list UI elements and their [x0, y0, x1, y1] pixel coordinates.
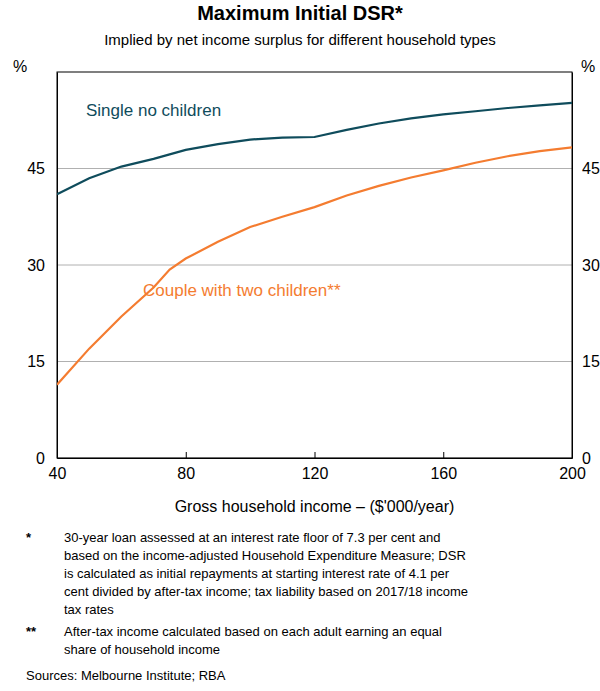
y-tick-label: 15 [582, 353, 600, 370]
y-tick: 15 [572, 353, 600, 370]
sources: Sources: Melbourne Institute; RBA [26, 668, 226, 683]
grid [57, 169, 572, 459]
y-axis-line-left [57, 73, 58, 459]
x-tick: 120 [302, 452, 329, 482]
x-tick-label: 40 [49, 465, 67, 482]
x-tick-mark [315, 452, 316, 458]
x-tick-mark [443, 452, 444, 458]
chart: Maximum Initial DSR* Implied by net incom… [0, 0, 600, 691]
subtitle: Implied by net income surplus for differ… [104, 31, 496, 48]
grid-line [57, 361, 572, 362]
y-tick: 45 [572, 160, 600, 177]
y-unit-left: % [13, 58, 27, 75]
y-tick: 0 [572, 450, 591, 467]
x-tick-label: 120 [302, 465, 329, 482]
y-tick: 30 [572, 257, 600, 274]
y-axis-line-right [572, 73, 573, 459]
y-tick-label: 45 [27, 160, 45, 177]
y-tick-label: 15 [27, 353, 45, 370]
x-axis-title: Gross household income – ($'000/year) [175, 498, 455, 515]
y-tick-label: 30 [27, 257, 45, 274]
x-tick: 80 [177, 452, 195, 482]
note-marker: ** [26, 624, 37, 639]
series-label: Couple with two children** [143, 281, 341, 300]
grid-line [57, 168, 572, 169]
series-line [57, 147, 572, 384]
x-axis-line [58, 458, 573, 459]
x-tick-label: 160 [430, 465, 457, 482]
series-label: Single no children [86, 101, 221, 120]
x-axis: 40 80 120 160 200 [49, 452, 586, 482]
x-tick: 160 [430, 452, 457, 482]
note-line: share of household income [64, 642, 220, 657]
y-unit-right: % [581, 58, 595, 75]
note-line: is calculated as initial repayments at s… [64, 566, 450, 581]
x-tick-label: 80 [177, 465, 195, 482]
x-tick-label: 200 [559, 465, 586, 482]
note-line: tax rates [64, 602, 114, 617]
plot-frame [57, 72, 572, 458]
x-tick-mark [186, 452, 187, 458]
y-tick-label: 30 [582, 257, 600, 274]
y-tick-label: 0 [582, 450, 591, 467]
title: Maximum Initial DSR* [197, 2, 403, 24]
y-tick: 45 [27, 160, 57, 177]
y-tick: 0 [36, 450, 57, 467]
note-marker: * [26, 530, 32, 545]
y-tick-label: 0 [36, 450, 45, 467]
grid-line [57, 265, 572, 266]
y-axis-left: 0 15 30 45 [27, 73, 57, 467]
y-tick-label: 45 [582, 160, 600, 177]
note-line: After-tax income calculated based on eac… [64, 624, 442, 639]
note-line: 30-year loan assessed at an interest rat… [64, 530, 441, 545]
y-tick: 30 [27, 257, 57, 274]
y-tick: 15 [27, 353, 57, 370]
note-line: cent divided by after-tax income; tax li… [64, 584, 468, 599]
note-line: based on the income-adjusted Household E… [64, 548, 466, 563]
lines [57, 103, 572, 385]
y-axis-right: 0 15 30 45 [572, 73, 600, 467]
